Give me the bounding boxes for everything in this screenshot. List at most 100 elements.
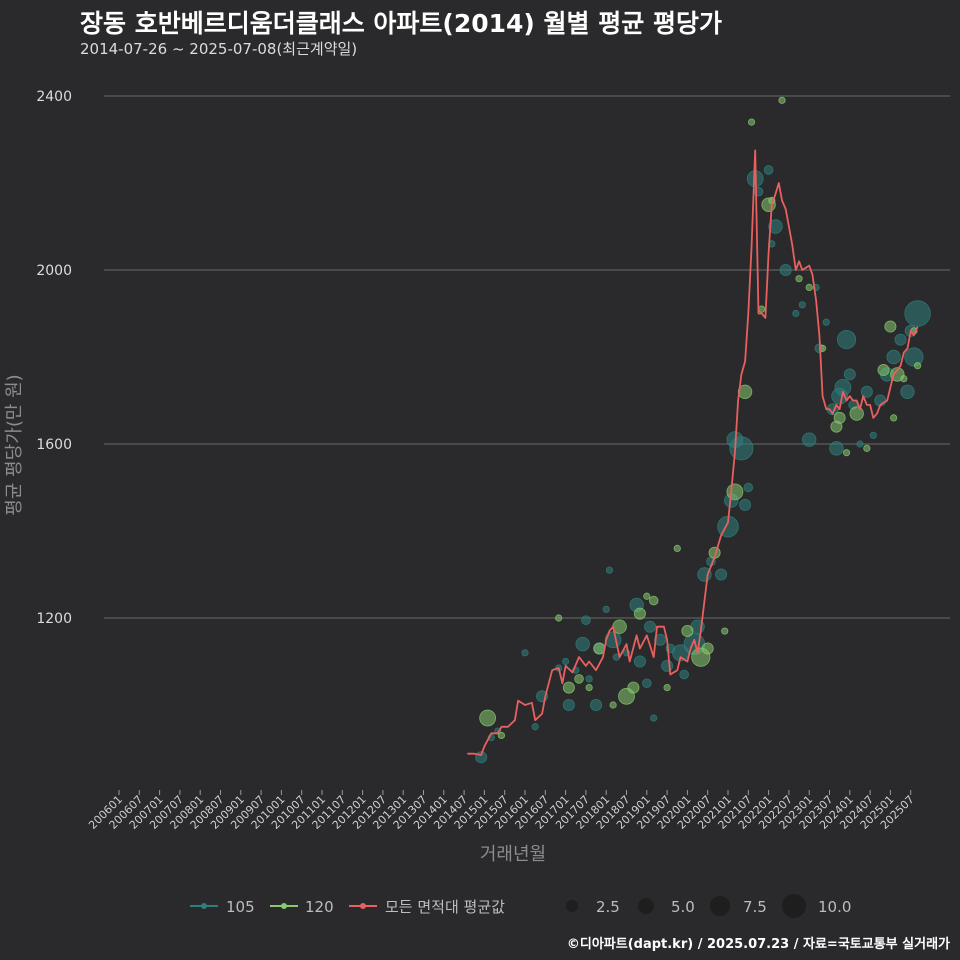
point-120 — [900, 375, 908, 383]
point-105 — [661, 659, 674, 672]
point-120 — [585, 683, 593, 692]
point-105 — [531, 723, 539, 731]
point-105 — [894, 333, 907, 346]
point-105 — [585, 675, 593, 683]
point-105 — [715, 568, 728, 581]
legend-size-2-5: 2.5 — [566, 898, 620, 916]
point-120 — [681, 625, 694, 638]
point-105 — [644, 620, 657, 633]
legend-size-label: 2.5 — [596, 898, 620, 916]
point-105 — [650, 714, 658, 722]
legend-size-5-0: 5.0 — [638, 898, 695, 916]
legend-size-circle — [566, 900, 578, 912]
y-axis-label: 평균 평당가(만 원) — [4, 374, 25, 515]
legend-size-label: 10.0 — [818, 898, 851, 916]
series-average-line — [467, 149, 919, 756]
point-105 — [654, 633, 667, 646]
point-105 — [822, 318, 830, 326]
legend-item-120[interactable]: 120 — [270, 898, 334, 916]
point-120 — [795, 275, 803, 283]
point-120 — [890, 414, 898, 422]
point-105 — [836, 329, 857, 350]
point-120 — [609, 701, 617, 709]
legend-size-10-0: 10.0 — [782, 894, 851, 918]
point-120 — [737, 384, 753, 400]
legend-size-7-5: 7.5 — [710, 896, 767, 916]
legend-size-label: 7.5 — [743, 898, 767, 916]
point-120 — [574, 674, 584, 684]
point-105 — [829, 441, 844, 456]
point-105 — [581, 615, 591, 625]
point-105 — [679, 669, 689, 680]
point-105 — [792, 309, 800, 318]
legend-item-average[interactable]: 모든 면적대 평균값 — [349, 898, 505, 916]
point-120 — [555, 614, 563, 622]
y-tick-label: 2000 — [36, 263, 72, 279]
point-105 — [900, 384, 915, 400]
y-tick-label: 2400 — [36, 89, 72, 105]
point-120 — [833, 411, 846, 424]
y-tick-label: 1600 — [36, 437, 72, 453]
point-105 — [904, 347, 924, 367]
point-120 — [863, 444, 871, 452]
legend-dot-average — [360, 903, 366, 909]
point-105 — [869, 431, 877, 439]
legend-label-120: 120 — [305, 898, 334, 916]
chart-subtitle: 2014-07-26 ~ 2025-07-08(최근계약일) — [80, 40, 358, 58]
legend-dot-105 — [201, 903, 207, 909]
point-120 — [663, 683, 671, 692]
point-105 — [860, 385, 873, 398]
point-120 — [877, 364, 890, 377]
point-120 — [633, 607, 646, 620]
point-120 — [726, 483, 744, 501]
point-105 — [561, 657, 570, 666]
chart-title: 장동 호반베르디움더클래스 아파트(2014) 월별 평균 평당가 — [80, 9, 722, 38]
point-120 — [842, 449, 851, 457]
legend-size-circle — [710, 896, 730, 916]
point-120 — [721, 627, 729, 635]
point-120 — [643, 592, 651, 600]
point-120 — [884, 320, 897, 333]
point-120 — [627, 681, 640, 694]
legend-size-circle — [638, 898, 654, 914]
y-tick-label: 1200 — [36, 611, 72, 627]
point-105 — [763, 165, 774, 175]
legend-dot-120 — [281, 903, 287, 909]
series-120-points — [479, 96, 922, 740]
point-105 — [729, 436, 754, 461]
legend-size-circle — [782, 894, 806, 918]
point-120 — [673, 544, 681, 553]
point-120 — [701, 642, 714, 655]
legend-size-label: 5.0 — [671, 898, 695, 916]
point-105 — [779, 263, 792, 276]
point-105 — [590, 699, 603, 712]
point-120 — [758, 305, 766, 313]
point-120 — [648, 595, 659, 606]
legend: 105 120 모든 면적대 평균값 2.5 5.0 7.5 10.0 — [190, 894, 851, 918]
point-120 — [562, 681, 575, 694]
point-105 — [641, 678, 652, 689]
point-105 — [562, 699, 575, 712]
point-105 — [521, 649, 529, 657]
point-105 — [886, 349, 901, 365]
series-105-points — [475, 165, 931, 764]
point-120 — [914, 362, 922, 370]
point-105 — [739, 498, 752, 511]
legend-label-average: 모든 면적대 평균값 — [385, 898, 505, 916]
point-105 — [843, 368, 856, 381]
point-120 — [849, 406, 864, 421]
point-105 — [633, 655, 646, 668]
point-105 — [575, 636, 590, 652]
point-120 — [479, 709, 497, 727]
point-120 — [497, 731, 506, 740]
x-axis-label: 거래년월 — [480, 844, 546, 865]
point-105 — [904, 300, 931, 327]
point-105 — [802, 432, 817, 447]
legend-label-105: 105 — [226, 898, 255, 916]
point-105 — [798, 301, 806, 309]
legend-item-105[interactable]: 105 — [190, 898, 255, 916]
point-120 — [778, 96, 786, 104]
point-105 — [743, 482, 754, 493]
point-105 — [768, 219, 783, 234]
